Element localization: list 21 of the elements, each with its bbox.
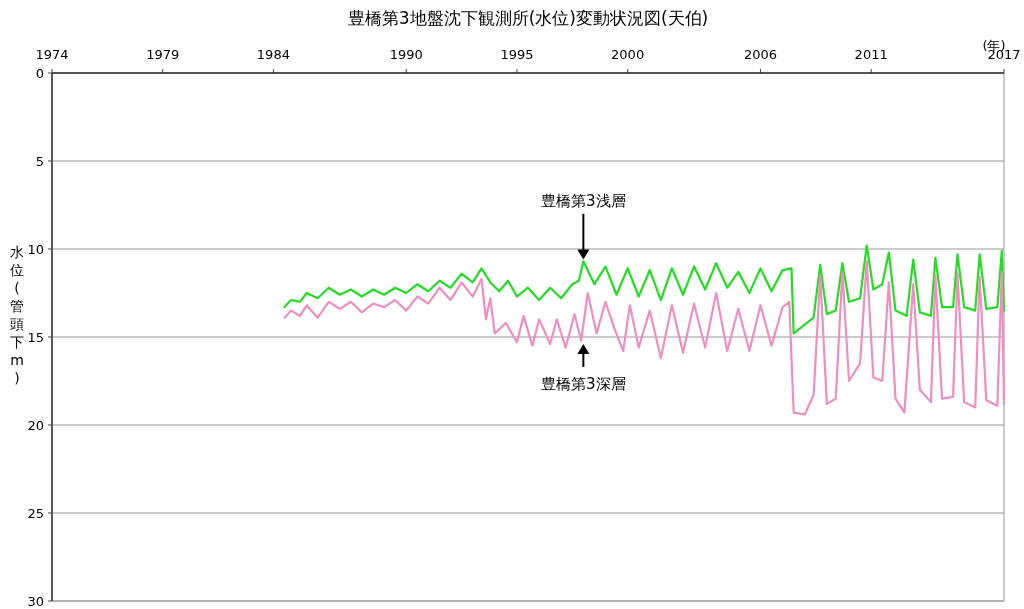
y-axis-title: 水位(管頭下m) [10,244,24,386]
x-tick-label: 1979 [146,47,180,62]
y-tick-label: 20 [27,418,44,433]
x-tick-label: 2006 [743,47,778,62]
text: 豊橋第3浅層 [541,191,626,210]
x-tick-label: 2000 [611,47,645,62]
x-tick-label: 1990 [389,47,423,62]
x-tick-label: 1984 [256,47,290,62]
x-tick-label: 1995 [500,47,534,62]
line-series [283,244,1006,335]
y-tick-label: 0 [35,66,44,81]
series-label: 豊橋第3深層 [541,374,626,393]
chart-title: 豊橋第3地盤沈下観測所(水位)変動状況図(天伯) [347,8,709,28]
y-tick-label: 10 [27,242,44,257]
x-tick-label: 1974 [35,47,69,62]
x-tick-label: 2011 [854,47,888,62]
y-tick-label: 15 [27,330,44,345]
y-tick-label: 30 [27,594,44,609]
y-tick-label: 25 [27,506,44,521]
y-tick-label: 5 [35,154,44,169]
line-series [283,260,1006,416]
